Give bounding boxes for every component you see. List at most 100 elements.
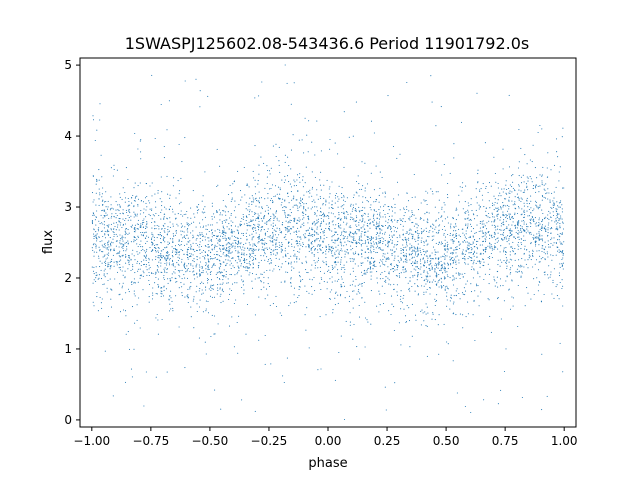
data-point: [559, 233, 561, 235]
data-point: [172, 225, 174, 227]
data-point: [293, 195, 295, 197]
data-point: [342, 281, 344, 284]
data-point: [512, 204, 514, 206]
data-point: [314, 290, 316, 292]
data-point: [520, 182, 523, 184]
data-point: [387, 252, 389, 254]
data-point: [502, 238, 504, 241]
data-point: [394, 269, 396, 271]
data-point: [151, 227, 153, 229]
data-point: [435, 232, 437, 234]
data-point: [171, 208, 174, 210]
data-point: [540, 238, 542, 240]
data-point: [524, 259, 526, 261]
data-point: [453, 301, 455, 303]
data-point: [365, 197, 367, 199]
data-point: [155, 206, 157, 208]
data-point: [251, 195, 253, 197]
data-point: [361, 297, 363, 299]
data-point: [417, 293, 420, 295]
data-point: [508, 199, 510, 201]
data-point: [279, 227, 281, 230]
data-point: [223, 269, 225, 271]
data-point: [455, 290, 457, 292]
data-point: [520, 225, 522, 227]
data-point: [345, 231, 347, 233]
data-point: [110, 228, 112, 230]
data-point: [276, 245, 278, 248]
data-point: [207, 246, 209, 248]
data-point: [146, 222, 148, 224]
data-point: [93, 305, 95, 307]
data-point: [129, 204, 131, 206]
data-point: [106, 291, 108, 293]
data-point: [104, 254, 106, 256]
data-point: [423, 229, 425, 231]
data-point: [505, 220, 507, 222]
data-point: [263, 244, 266, 246]
data-point: [183, 283, 185, 285]
data-point: [511, 280, 513, 282]
data-point: [562, 228, 565, 230]
data-point: [370, 239, 372, 241]
data-point: [501, 188, 503, 190]
data-point: [502, 168, 504, 170]
data-point: [288, 257, 290, 260]
data-point: [95, 237, 97, 239]
data-point: [125, 209, 127, 211]
data-point: [255, 249, 257, 251]
data-point: [285, 255, 287, 258]
data-point: [295, 301, 297, 303]
data-point: [329, 186, 331, 188]
data-point: [280, 266, 282, 268]
data-point: [468, 242, 470, 244]
data-point: [360, 283, 362, 285]
data-point: [531, 216, 534, 218]
data-point: [262, 216, 265, 218]
data-point: [319, 184, 322, 186]
data-point: [110, 241, 112, 243]
data-point: [236, 282, 238, 284]
data-point: [373, 213, 375, 215]
data-point: [154, 247, 156, 249]
data-point: [160, 176, 162, 178]
data-point: [428, 264, 430, 266]
data-point: [517, 244, 519, 246]
data-point: [108, 264, 110, 266]
data-point: [523, 191, 525, 193]
data-point: [423, 291, 425, 293]
data-point: [284, 250, 286, 252]
data-point: [190, 232, 192, 234]
data-point: [551, 227, 553, 230]
data-point: [350, 216, 352, 218]
data-point: [139, 274, 141, 276]
data-point: [470, 251, 473, 254]
data-point: [175, 232, 177, 234]
data-point: [542, 212, 544, 215]
data-point: [287, 242, 289, 244]
data-point: [378, 201, 380, 203]
data-point: [388, 234, 391, 236]
data-point: [446, 251, 448, 253]
data-point: [247, 266, 249, 268]
data-point: [480, 188, 482, 190]
data-point: [509, 190, 511, 192]
data-point: [278, 265, 280, 267]
data-point: [104, 237, 107, 239]
data-point: [467, 217, 469, 219]
data-point: [391, 206, 393, 208]
data-point: [520, 231, 522, 234]
data-point: [106, 224, 108, 226]
data-point: [291, 199, 293, 201]
data-point: [538, 237, 540, 239]
data-point: [212, 264, 214, 266]
data-point: [334, 197, 337, 199]
data-point: [556, 211, 558, 213]
data-point: [400, 250, 402, 252]
data-point: [426, 230, 428, 232]
data-point: [157, 244, 159, 246]
data-point: [425, 199, 427, 202]
data-point: [557, 250, 559, 252]
data-point: [425, 278, 427, 280]
data-point: [117, 224, 119, 226]
